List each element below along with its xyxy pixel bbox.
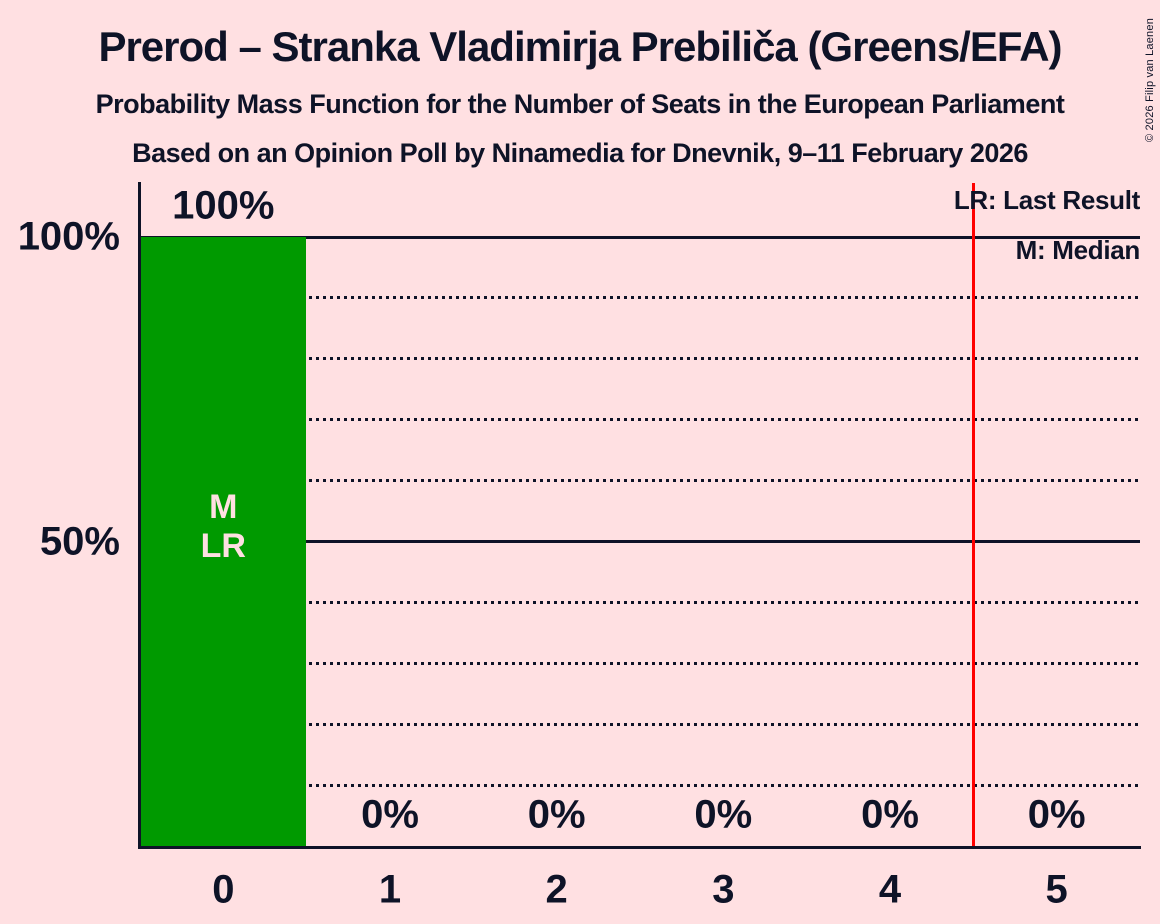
gridline-dotted-70pct	[141, 418, 1140, 422]
gridline-dotted-30pct	[141, 661, 1140, 665]
bar-annotation-median-last-result: M LR	[201, 488, 246, 566]
x-tick-label-5: 5	[1045, 867, 1068, 912]
gridline-dotted-90pct	[141, 296, 1140, 300]
gridline-dotted-80pct	[141, 357, 1140, 361]
reference-line	[971, 183, 975, 849]
gridline-solid-100pct	[141, 235, 1140, 239]
gridline-dotted-60pct	[141, 479, 1140, 483]
chart-subtitle-poll: Based on an Opinion Poll by Ninamedia fo…	[132, 138, 1028, 168]
bar-value-label-5: 0%	[1027, 792, 1086, 837]
gridline-dotted-40pct	[141, 600, 1140, 604]
annotation-line-m: M	[209, 488, 238, 526]
bar-seats-0	[141, 237, 306, 846]
bar-value-label-2: 0%	[527, 792, 586, 837]
y-axis-label-50pct: 50%	[39, 519, 120, 563]
x-tick-label-4: 4	[878, 867, 902, 912]
bar-value-label-4: 0%	[861, 792, 919, 837]
bar-value-label-1: 0%	[361, 792, 419, 837]
chart-title: Prerod – Stranka Vladimirja Prebiliča (G…	[98, 23, 1062, 70]
x-tick-label-0: 0	[212, 867, 235, 912]
bar-value-label-0: 100%	[172, 183, 275, 228]
x-axis-line	[138, 846, 1141, 849]
x-tick-label-3: 3	[712, 867, 735, 912]
gridline-solid-50pct	[141, 540, 1140, 543]
chart-subtitle-pmf: Probability Mass Function for the Number…	[95, 89, 1065, 119]
y-axis-label-100pct: 100%	[17, 214, 120, 259]
bar-value-label-3: 0%	[694, 792, 753, 837]
annotation-line-lr: LR	[200, 527, 246, 565]
y-axis-line	[138, 182, 141, 849]
gridline-dotted-10pct	[141, 783, 1140, 787]
legend-last-result: LR: Last Result	[953, 185, 1140, 215]
x-tick-label-1: 1	[378, 867, 402, 912]
legend-median: M: Median	[1015, 235, 1141, 265]
x-tick-label-2: 2	[545, 867, 568, 912]
gridline-dotted-20pct	[141, 722, 1140, 726]
